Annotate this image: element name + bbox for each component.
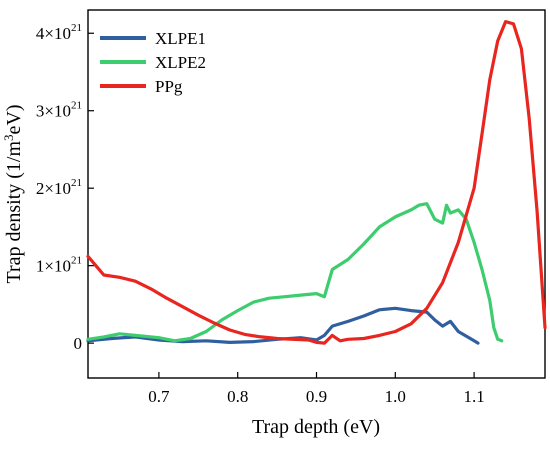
x-tick-label: 0.9 xyxy=(306,387,327,406)
y-axis-label-base: Trap density (1/m xyxy=(3,141,25,284)
series-line-xlpe1 xyxy=(86,306,480,345)
y-axis-label-tail: eV) xyxy=(3,104,25,134)
x-tick-label: 1.0 xyxy=(385,387,406,406)
y-axis-label-sup: 3 xyxy=(1,134,16,141)
series-line-ppg xyxy=(86,20,547,345)
x-tick-label: 1.1 xyxy=(463,387,484,406)
y-tick-label: 2×1021 xyxy=(36,177,82,198)
x-axis-ticks: 0.7 0.8 0.9 1.0 1.1 xyxy=(148,372,485,406)
legend: XLPE1 XLPE2 PPg xyxy=(100,29,206,96)
series-line-xlpe2 xyxy=(86,202,504,343)
series-lines xyxy=(86,20,547,345)
legend-label: XLPE2 xyxy=(155,53,206,72)
x-tick-label: 0.7 xyxy=(148,387,170,406)
y-tick-label: 0 xyxy=(74,334,83,353)
y-tick-label: 3×1021 xyxy=(36,100,82,121)
legend-label: XLPE1 xyxy=(155,29,206,48)
x-axis-label: Trap depth (eV) xyxy=(252,416,380,438)
y-axis-ticks: 0 1×1021 2×1021 3×1021 4×1021 xyxy=(36,22,94,353)
y-axis-label: Trap density (1/m3eV) xyxy=(1,104,25,283)
legend-label: PPg xyxy=(155,77,183,96)
y-tick-label: 1×1021 xyxy=(36,255,82,276)
y-tick-label: 4×1021 xyxy=(36,22,82,43)
x-tick-label: 0.8 xyxy=(227,387,248,406)
